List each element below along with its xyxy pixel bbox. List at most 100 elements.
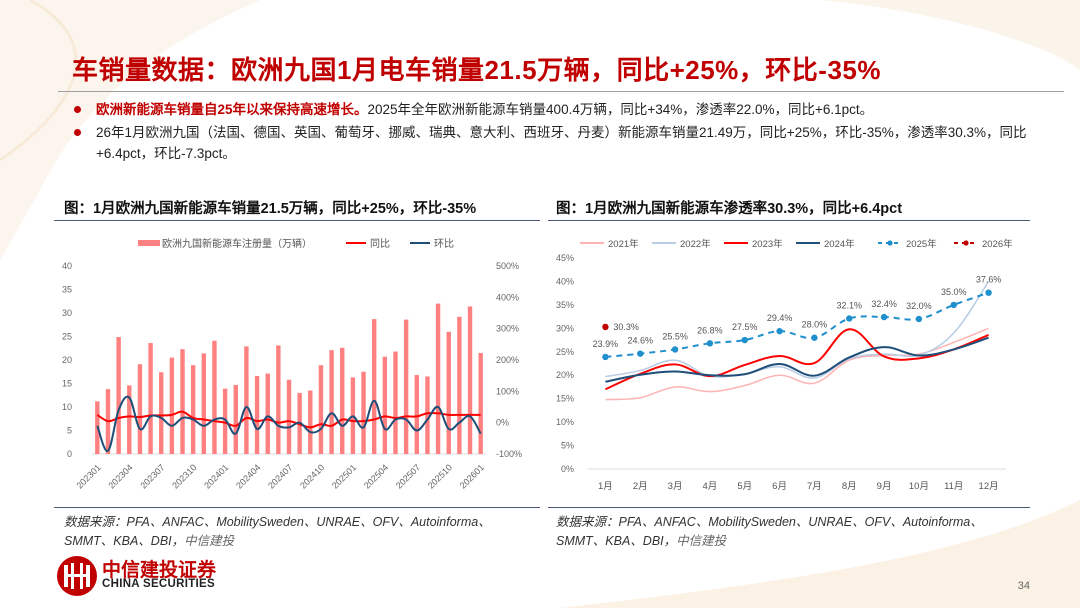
legend-marker [887,240,893,246]
bar [233,384,238,454]
x-axis-tick: 6月 [772,481,787,492]
data-point [741,336,748,344]
y-axis-tick: 15 [62,379,72,389]
bar [435,303,441,454]
data-label: 32.4% [871,299,897,309]
data-label: 35.0% [941,287,967,297]
bar [127,385,132,454]
legend-label: 2024年 [824,238,855,250]
data-point [671,346,679,353]
x-axis-tick: 4月 [703,481,718,492]
citic-logo-icon [57,556,97,596]
penetration-line-chart: 2021年 2022年 2023年 2024年 2025年 2026年 0% 5% 10% 15%… [556,238,1013,492]
bar [329,350,334,454]
legend-label: 欧洲九国新能源车注册量（万辆） [162,237,312,250]
series-line [605,281,990,379]
bar [286,379,292,454]
data-label: 37.6% [976,275,1002,285]
data-label: 28.0% [802,320,828,330]
data-label: 23.9% [593,339,619,349]
legend-label: 2023年 [752,238,783,250]
logo-english-name: CHINA SECURITIES [102,578,215,590]
x-axis-tick: 9月 [877,481,892,492]
company-logo: 中信建投证券 CHINA SECURITIES [56,555,256,596]
y-axis-tick: 10 [62,402,72,412]
x-axis-tick: 5月 [737,481,752,492]
data-point [846,315,853,322]
bar [180,349,185,454]
data-label: 32.1% [836,300,862,310]
data-point [776,327,783,335]
data-point [915,315,923,323]
data-point [950,301,957,309]
x-axis-tick: 202507 [394,462,422,490]
data-point [637,350,644,357]
data-point [602,353,609,361]
series-line [605,336,989,383]
legend-swatch-bar [138,240,160,246]
y-axis-tick: 40% [556,276,574,286]
bar [265,373,270,454]
bar [414,375,419,454]
bar [446,331,451,454]
y-axis-tick: 40 [62,261,72,271]
bar [393,351,398,454]
bar [201,353,207,454]
right-figure-title: 图：1月欧洲九国新能源车渗透率30.3%，同比+6.4pct [556,201,903,217]
y-axis-tick: 35 [62,285,72,295]
source-text: 数据来源：PFA、ANFAC、MobilitySweden、UNRAE、OFV、… [64,515,491,548]
legend-label: 环比 [434,238,454,250]
y-axis-tick: 45% [556,253,574,263]
x-axis-tick: 202501 [330,462,358,490]
x-axis-tick: 1月 [598,481,613,492]
x-axis-tick: 202307 [138,462,166,490]
left-source-divider [54,507,540,508]
y-axis-tick: 30 [62,308,72,318]
bar [254,375,260,454]
y-axis-tick: 20 [62,355,72,365]
data-label: 25.5% [662,331,688,341]
bullet-item: 欧洲新能源车销量自25年以来保持高速增长。2025年全年欧洲新能源车销量400.… [72,99,1047,120]
y2-axis-tick: 100% [496,386,519,396]
bullet-highlight: 欧洲新能源车销量自25年以来保持高速增长。 [96,102,368,117]
bar [159,372,164,454]
bar [212,340,217,454]
data-label: 32.0% [906,301,932,311]
series-line [605,328,989,391]
bar [222,388,228,454]
right-source-divider [548,507,1030,508]
y2-axis-tick: 200% [496,355,519,365]
source-suffix: 中信建投 [184,534,235,548]
data-point [602,323,609,331]
legend-marker [963,240,969,246]
legend-label: 2022年 [680,238,711,250]
title-divider [58,91,1064,92]
x-axis-tick: 11月 [944,481,963,492]
bar [116,336,121,454]
x-axis-tick: 202304 [106,462,134,490]
page-number: 34 [1017,580,1030,592]
bar [137,364,143,454]
data-point [811,334,818,341]
x-axis-tick: 7月 [807,481,822,492]
x-axis-tick: 202601 [458,462,486,490]
data-point [880,313,888,321]
x-axis-tick: 2月 [633,481,648,492]
left-source-note: 数据来源：PFA、ANFAC、MobilitySweden、UNRAE、OFV、… [64,513,534,551]
y-axis-tick: 15% [556,394,574,404]
y-axis-tick: 25 [62,332,72,342]
x-axis-tick: 202510 [426,462,454,490]
mom-line [96,395,482,452]
x-axis-tick: 202401 [202,462,230,490]
bar [148,343,153,454]
y-axis-tick: 30% [556,323,574,333]
y2-axis-tick: -100% [496,449,522,459]
bar [308,390,313,454]
x-axis-tick: 8月 [842,481,857,492]
y-axis-tick: 0 [67,449,72,459]
bar [190,365,196,454]
x-axis-tick: 3月 [668,481,683,492]
bar [382,356,388,454]
source-suffix: 中信建投 [676,534,727,548]
bar [425,376,430,454]
